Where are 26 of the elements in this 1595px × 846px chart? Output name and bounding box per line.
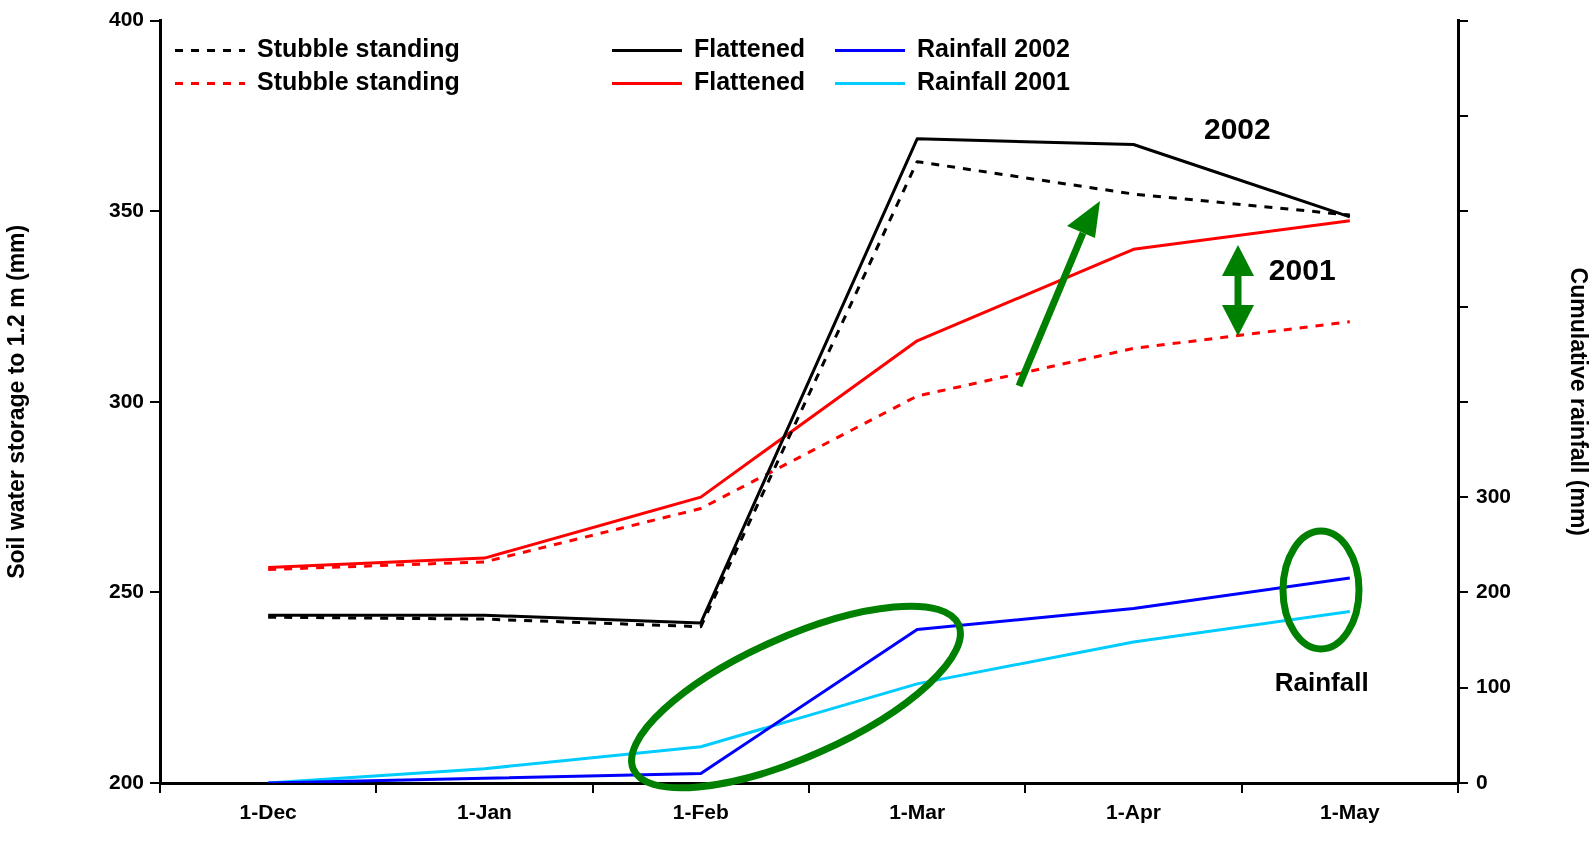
x-tick-label: 1-May <box>1320 800 1380 824</box>
y2-tick-label: 300 <box>1476 483 1512 507</box>
y-axis-title: Soil water storage to 1.2 m (mm) <box>3 224 30 579</box>
y-tick-label: 250 <box>108 579 144 603</box>
x-tick-label: 1-Mar <box>889 800 946 824</box>
y-tick-label: 350 <box>108 198 144 221</box>
y-tick-label: 400 <box>108 7 144 31</box>
y2-axis-title: Cumulative rainfall (mm) <box>1565 267 1592 536</box>
legend-label: Stubble standing <box>257 67 460 96</box>
legend-label: Rainfall 2002 <box>917 34 1070 63</box>
y2-tick-label: 0 <box>1476 769 1488 793</box>
y2-tick-label: 200 <box>1476 579 1512 603</box>
legend-label: Stubble standing <box>257 34 460 63</box>
x-tick-label: 1-Feb <box>672 800 729 824</box>
annotation: 2001 <box>1268 253 1336 287</box>
y-tick-label: 300 <box>108 388 144 412</box>
legend-label: Flattened <box>694 67 806 96</box>
x-tick-label: 1-Apr <box>1106 800 1161 824</box>
y2-tick-label: 100 <box>1476 674 1512 698</box>
x-tick-label: 1-Dec <box>239 800 298 824</box>
y-tick-label: 200 <box>108 769 144 793</box>
legend-label: Rainfall 2001 <box>917 67 1070 96</box>
annotation: Rainfall <box>1274 667 1369 698</box>
legend-label: Flattened <box>694 34 806 63</box>
annotation: 2002 <box>1203 112 1271 146</box>
x-tick-label: 1-Jan <box>457 800 512 824</box>
